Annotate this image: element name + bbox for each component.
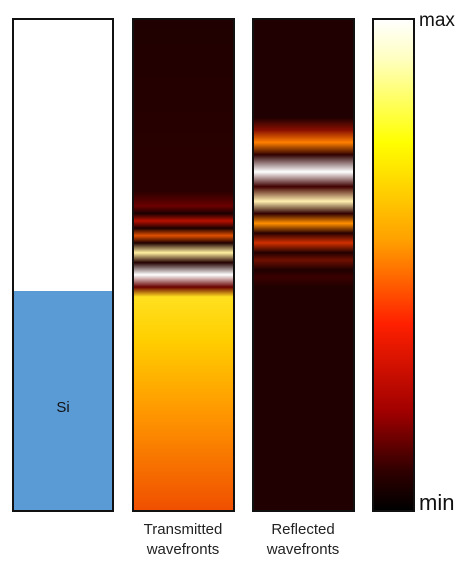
colorbar-max-label: max [419, 10, 455, 31]
colorbar-gradient [374, 20, 413, 510]
silicon-substrate-panel: Si [12, 18, 114, 512]
transmitted-caption: Transmitted wavefronts [118, 520, 248, 560]
silicon-label: Si [56, 399, 70, 416]
transmitted-caption-line1: Transmitted [143, 521, 223, 538]
colorbar [372, 18, 415, 512]
reflected-caption-line2: wavefronts [266, 541, 340, 558]
reflected-wavefronts-panel [252, 18, 355, 512]
transmitted-wavefronts-panel [132, 18, 235, 512]
reflected-caption-line1: Reflected [271, 521, 335, 538]
reflected-caption: Reflected wavefronts [238, 520, 368, 560]
silicon-layer: Si [14, 291, 112, 510]
colorbar-min-label: min [419, 490, 455, 515]
transmitted-caption-line2: wavefronts [146, 541, 220, 558]
transmitted-wavefronts-image [134, 20, 233, 510]
reflected-wavefronts-image [254, 20, 353, 510]
